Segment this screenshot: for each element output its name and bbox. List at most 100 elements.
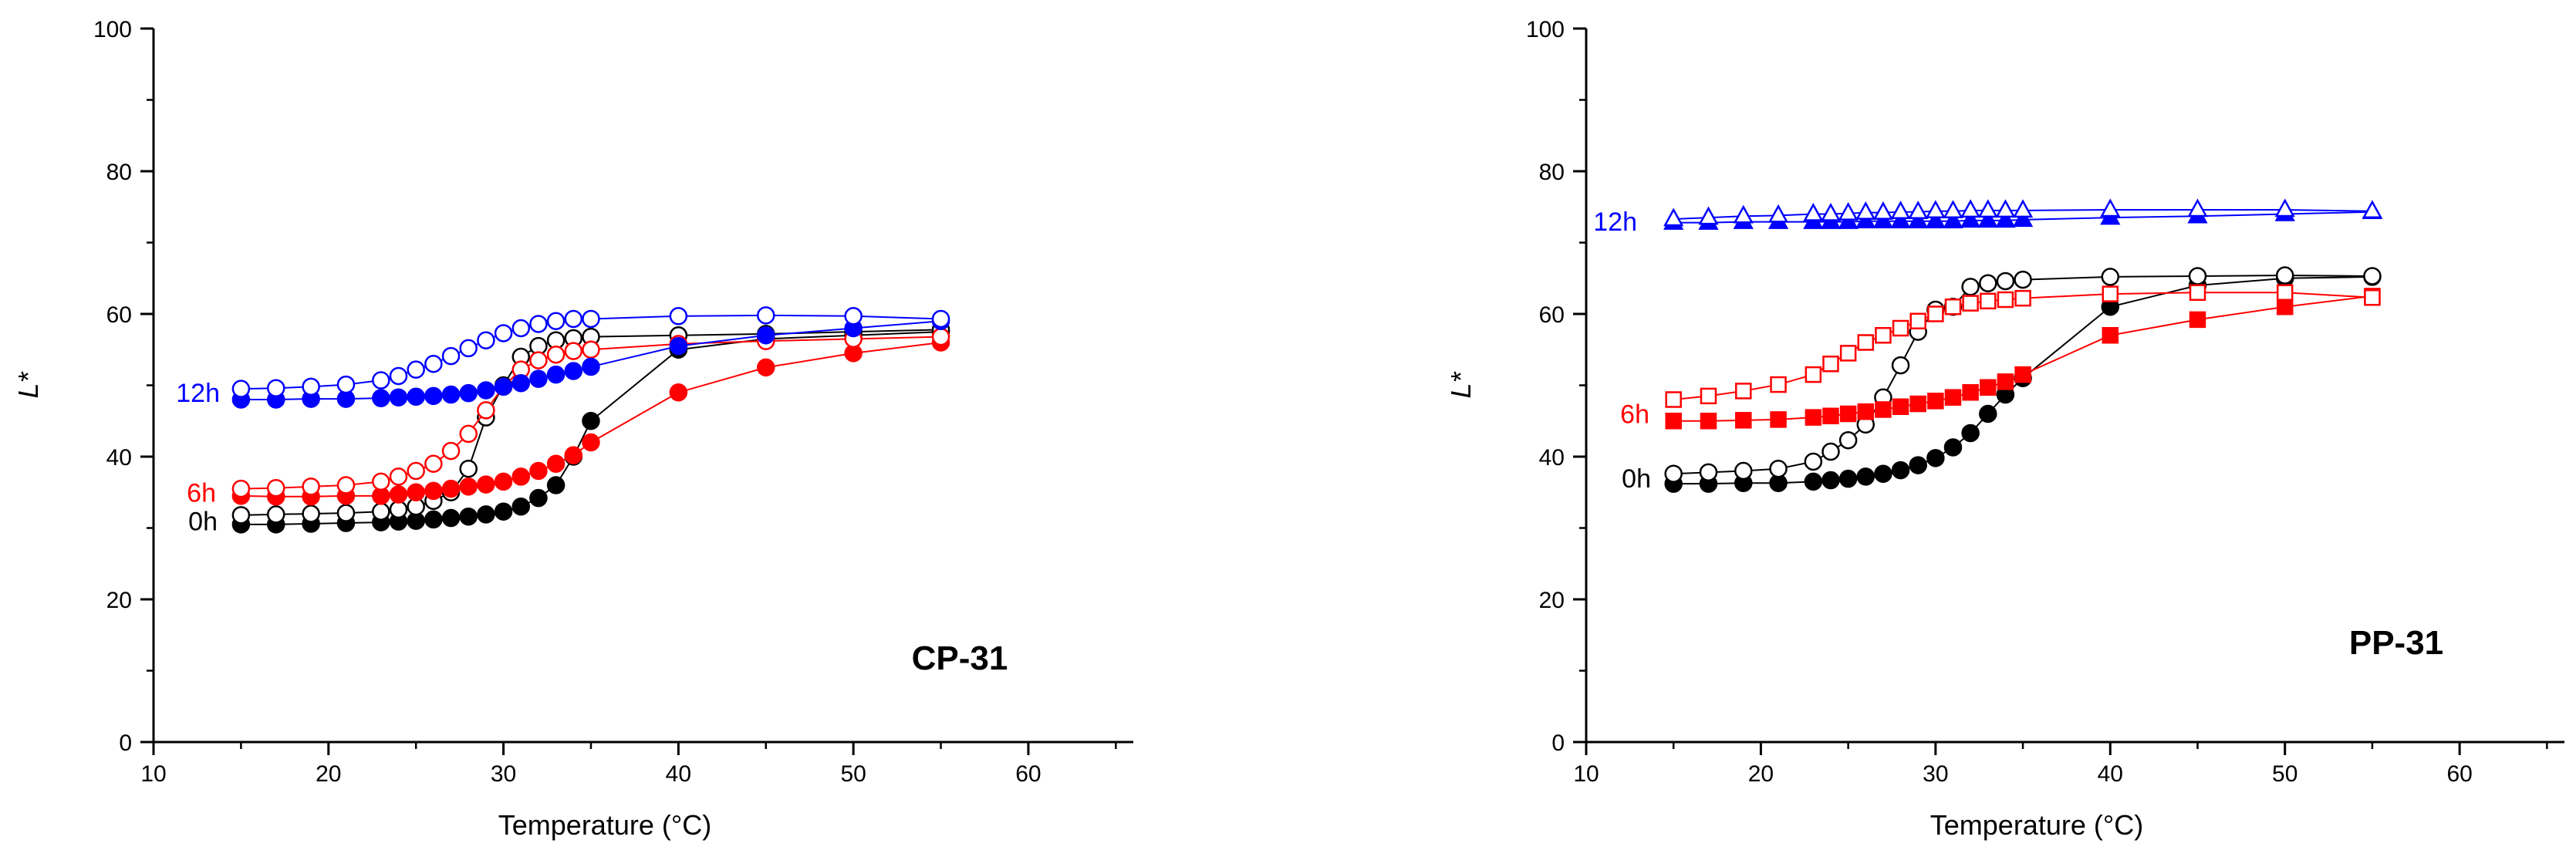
data-point	[2189, 284, 2206, 301]
series-label-12h: 12h	[176, 379, 220, 408]
data-point	[372, 371, 390, 390]
data-point	[441, 385, 461, 404]
data-point	[267, 505, 285, 524]
data-point	[1804, 452, 1823, 471]
data-point	[494, 472, 513, 491]
data-point	[2101, 268, 2120, 286]
data-point	[1979, 404, 1997, 423]
data-point	[1961, 278, 1980, 296]
data-point	[441, 346, 461, 366]
x-tick-label: 10	[140, 761, 166, 787]
data-point	[511, 319, 530, 338]
data-point	[494, 502, 513, 521]
data-point	[1857, 403, 1875, 420]
series-label-12h: 12h	[1593, 207, 1637, 237]
data-point	[1735, 383, 1752, 400]
data-point	[459, 507, 478, 526]
data-point	[546, 365, 566, 384]
data-point	[372, 472, 390, 491]
y-tick-label: 40	[1539, 445, 1565, 471]
data-point	[511, 373, 530, 393]
data-point	[546, 476, 566, 494]
x-tick-label: 40	[666, 761, 691, 787]
y-tick-label: 20	[106, 588, 132, 613]
data-point	[1875, 327, 1892, 344]
data-point	[1892, 398, 1909, 415]
y-tick-label: 20	[1539, 588, 1565, 613]
data-point	[1820, 202, 1842, 221]
data-point	[441, 441, 461, 460]
data-point	[1908, 210, 1929, 228]
y-tick-label: 100	[1526, 17, 1565, 42]
data-point	[1944, 299, 1962, 315]
data-point	[582, 433, 600, 452]
data-point	[459, 477, 478, 496]
data-point	[2188, 267, 2207, 285]
data-point	[529, 461, 548, 481]
data-point	[1822, 407, 1839, 425]
data-point	[1980, 292, 1997, 310]
data-point	[424, 454, 443, 473]
data-point	[1962, 384, 1979, 401]
x-tick-label: 30	[1923, 761, 1948, 787]
data-point	[1996, 272, 2015, 291]
data-point	[1891, 356, 1910, 375]
chart-panel-cp-31: 10 20 30 40 50 60 0 20 40 60 80 100 Temperature (°C)…	[12, 17, 1133, 841]
data-point	[1961, 423, 1980, 443]
y-tick-label: 100	[93, 17, 132, 42]
data-point	[477, 381, 495, 400]
data-point	[1770, 411, 1787, 428]
data-point	[477, 331, 495, 349]
data-point	[1995, 209, 2016, 228]
data-point	[1699, 463, 1718, 482]
data-point	[1822, 356, 1839, 373]
data-point	[477, 475, 495, 494]
data-point	[2102, 285, 2119, 302]
data-point	[424, 355, 443, 373]
data-point	[1821, 442, 1840, 461]
data-point	[231, 380, 251, 398]
data-point	[669, 307, 688, 326]
data-point	[931, 309, 950, 329]
data-point	[582, 357, 600, 376]
data-point	[2276, 299, 2294, 315]
data-point	[1804, 472, 1823, 491]
data-point	[336, 476, 356, 494]
data-point	[2102, 327, 2119, 344]
data-point	[424, 510, 443, 529]
data-point	[757, 326, 775, 345]
data-point	[757, 358, 775, 377]
data-point	[582, 340, 600, 359]
series-label-0h: 0h	[1622, 464, 1651, 494]
data-point	[1769, 459, 1788, 478]
data-point	[1892, 319, 1909, 337]
data-point	[1925, 210, 1946, 228]
data-point	[302, 477, 320, 496]
data-point	[459, 459, 478, 478]
data-point	[1767, 204, 1789, 223]
data-point	[389, 467, 408, 486]
data-point	[1925, 200, 1946, 219]
data-point	[1665, 413, 1682, 430]
data-point	[931, 327, 950, 346]
data-point	[2187, 198, 2208, 218]
data-point	[1700, 387, 1717, 405]
data-point	[1926, 449, 1945, 467]
data-point	[1977, 199, 1998, 218]
data-point	[669, 383, 688, 402]
data-point	[2012, 199, 2034, 218]
data-point	[389, 485, 408, 504]
data-point	[2363, 267, 2382, 285]
data-point	[529, 369, 548, 388]
data-point	[2362, 200, 2383, 219]
data-point	[2014, 270, 2032, 289]
x-tick-label: 20	[1748, 761, 1774, 787]
y-axis-title: L*	[12, 371, 44, 398]
y-tick-label: 0	[119, 730, 132, 756]
y-tick-label: 80	[106, 160, 132, 185]
data-point	[1960, 199, 1981, 218]
data-point	[1664, 464, 1683, 483]
data-point	[231, 506, 251, 525]
series-label-0h: 0h	[188, 507, 218, 536]
